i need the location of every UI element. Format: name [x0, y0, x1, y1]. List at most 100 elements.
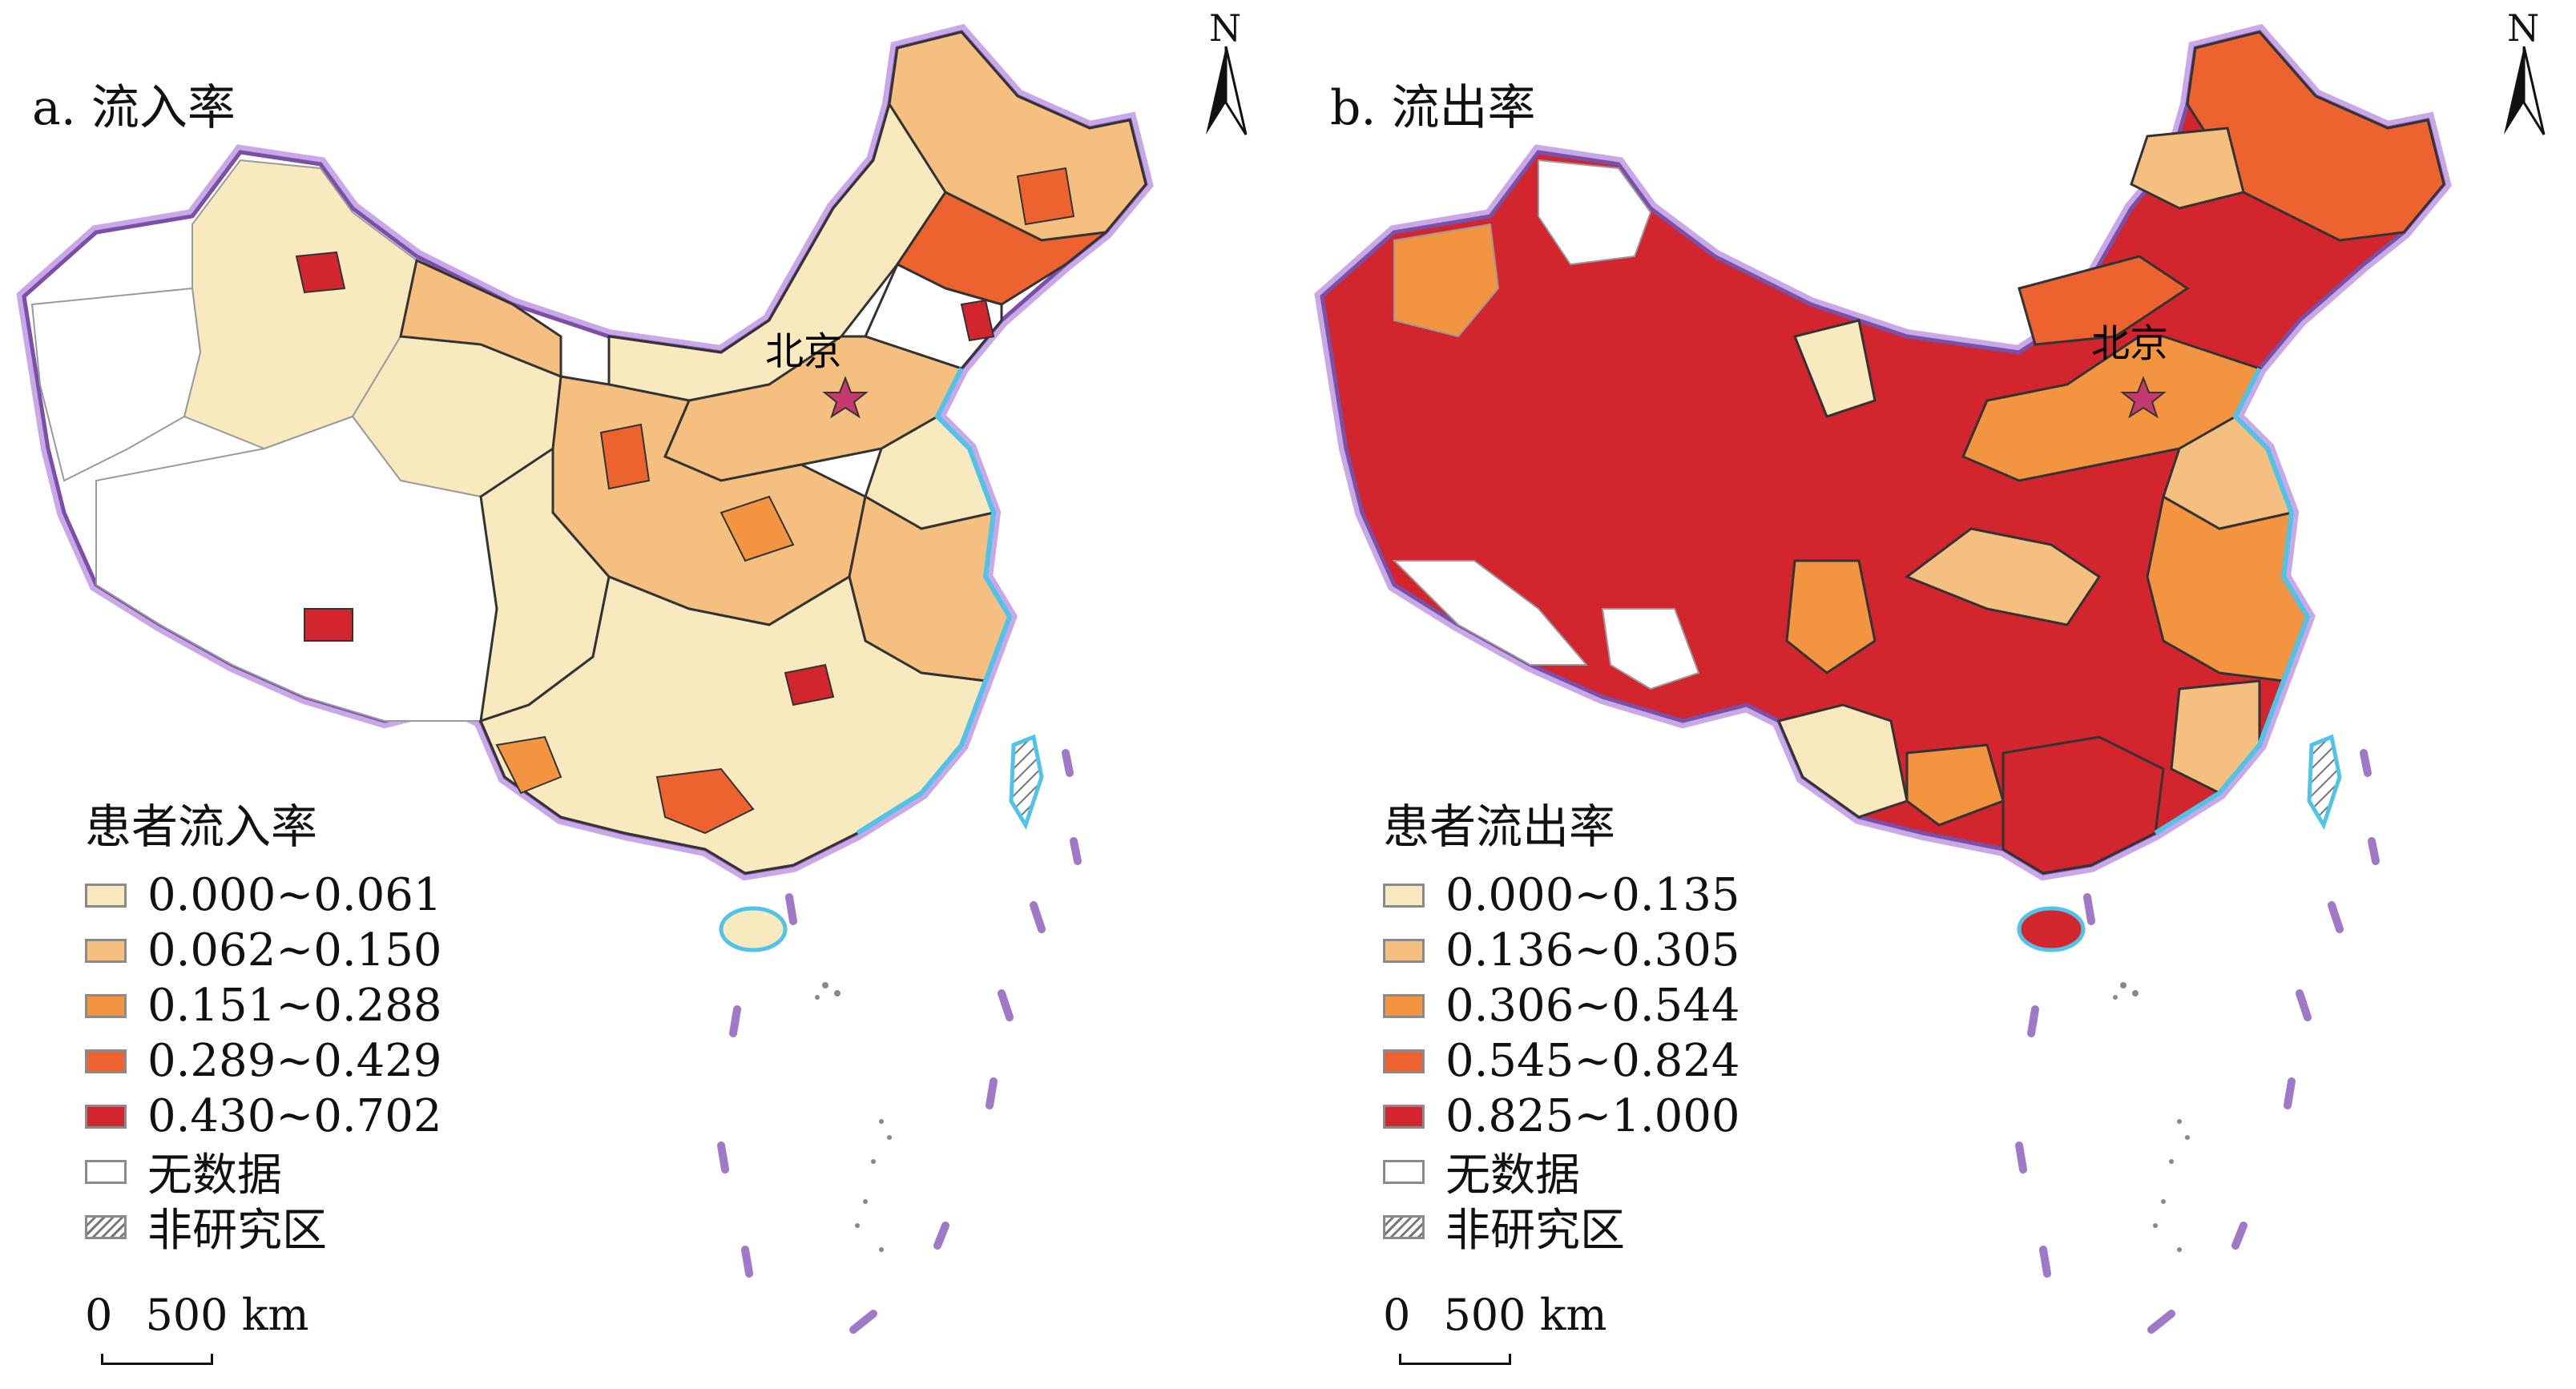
north-label: N — [2507, 6, 2540, 50]
region-central-mixed — [1904, 527, 2102, 626]
legend-item: 0.062~0.150 — [85, 923, 442, 978]
legend-swatch — [85, 1104, 127, 1129]
region-fujian — [2170, 679, 2261, 795]
region-guangxi — [1905, 743, 2005, 827]
panel-outflow-rate: 北京 b. 流出率 N 患者流出率 0.000~0.135 0.136~0.30… — [1298, 0, 2576, 1389]
hotspot-wuhan — [784, 663, 835, 707]
legend-swatch — [85, 1049, 127, 1073]
legend-item: 0.306~0.544 — [1383, 978, 1740, 1033]
south-china-sea-boundary — [717, 749, 1082, 1334]
region-xinjiang-west — [1393, 223, 1500, 338]
legend-item: 0.000~0.135 — [1383, 868, 1740, 923]
legend-label: 0.000~0.061 — [147, 869, 442, 921]
north-arrow-icon — [1206, 46, 1248, 135]
hainan-island — [719, 906, 788, 952]
north-arrow: N — [2488, 6, 2560, 143]
legend-label: 非研究区 — [1445, 1205, 1625, 1257]
taiwan-island — [2307, 734, 2342, 830]
legend-item: 0.430~0.702 — [85, 1089, 442, 1144]
region-hlj-north — [2130, 127, 2245, 210]
region-sichuan-orange — [1785, 559, 1877, 674]
legend-swatch — [1383, 1104, 1425, 1129]
legend-item: 0.000~0.061 — [85, 868, 442, 923]
region-guangdong — [2002, 735, 2165, 875]
legend-item: 非研究区 — [85, 1199, 442, 1257]
panel-title: b. 流出率 — [1330, 80, 1536, 136]
legend: 患者流出率 0.000~0.135 0.136~0.305 0.306~0.54… — [1383, 789, 1740, 1257]
taiwan-island — [1009, 734, 1044, 830]
legend-swatch — [1383, 1049, 1425, 1073]
scale-distance: 500 km — [145, 1290, 309, 1340]
north-label: N — [1209, 6, 1242, 50]
legend-item: 0.289~0.429 — [85, 1033, 442, 1089]
legend-swatch — [85, 1214, 127, 1239]
coastline — [2154, 367, 2311, 835]
legend-title: 患者流出率 — [1383, 799, 1616, 854]
legend-item: 无数据 — [1383, 1144, 1740, 1202]
legend-label: 非研究区 — [147, 1205, 327, 1257]
north-arrow: N — [1190, 6, 1262, 143]
hotspot-shenyang — [960, 299, 995, 342]
legend-swatch — [1383, 1214, 1425, 1239]
panel-title: a. 流入率 — [32, 80, 236, 136]
hotspot-xinjiang — [295, 251, 346, 294]
coastline — [856, 367, 1013, 835]
region-inner-mongolia-east — [2018, 255, 2190, 346]
legend-swatch — [1383, 883, 1425, 908]
legend-label: 0.136~0.305 — [1445, 924, 1740, 976]
legend-label: 0.289~0.429 — [147, 1035, 442, 1087]
hotspot-harbin — [1016, 167, 1075, 226]
region-tibet-hotspot — [304, 608, 353, 642]
scale-zero: 0 — [85, 1290, 113, 1340]
legend-title: 患者流入率 — [85, 799, 318, 854]
legend-label: 0.062~0.150 — [147, 924, 442, 976]
legend-label: 0.000~0.135 — [1445, 869, 1740, 921]
legend-item: 0.151~0.288 — [85, 978, 442, 1033]
scs-islands — [815, 982, 892, 1252]
region-heilongjiang — [2186, 30, 2445, 242]
beijing-label: 北京 — [2091, 321, 2168, 366]
scale-bar: 0 500 km — [1383, 1290, 1607, 1365]
hainan-island — [2017, 906, 2086, 952]
legend-swatch — [1383, 938, 1425, 963]
legend-label: 0.430~0.702 — [147, 1090, 442, 1142]
scs-islands — [2113, 982, 2190, 1252]
legend-swatch — [1383, 1159, 1425, 1184]
scale-line — [101, 1354, 213, 1365]
beijing-star — [2120, 376, 2167, 419]
region-tibet-nodata-2 — [1601, 608, 1700, 690]
hotspot-henan — [720, 495, 795, 562]
legend-label: 0.151~0.288 — [147, 980, 442, 1032]
north-arrow-icon — [2504, 46, 2546, 135]
legend-label: 0.825~1.000 — [1445, 1090, 1740, 1142]
scale-bar: 0 500 km — [85, 1290, 309, 1365]
legend-label: 0.545~0.824 — [1445, 1035, 1740, 1087]
region-north-nodata — [1538, 159, 1652, 266]
legend-item: 非研究区 — [1383, 1199, 1740, 1257]
china-map-inflow: 北京 — [16, 23, 1154, 1334]
legend: 患者流入率 0.000~0.061 0.062~0.150 0.151~0.28… — [85, 789, 442, 1257]
legend-item: 0.545~0.824 — [1383, 1033, 1740, 1089]
scale-zero: 0 — [1383, 1290, 1411, 1340]
south-china-sea-boundary — [2015, 749, 2380, 1334]
hotspot-guangxi — [495, 735, 562, 795]
legend-item: 0.825~1.000 — [1383, 1089, 1740, 1144]
china-map-outflow: 北京 — [1314, 23, 2452, 1334]
legend-swatch — [85, 1159, 127, 1184]
region-yunnan — [1776, 703, 1909, 819]
legend-label: 0.306~0.544 — [1445, 980, 1740, 1032]
region-tibet-nodata — [1392, 560, 1589, 666]
beijing-label: 北京 — [765, 329, 842, 374]
scale-line — [1399, 1354, 1511, 1365]
scale-distance: 500 km — [1443, 1290, 1607, 1340]
legend-swatch — [1383, 993, 1425, 1018]
legend-item: 0.136~0.305 — [1383, 923, 1740, 978]
region-gansu-light — [1792, 319, 1877, 418]
legend-label: 无数据 — [147, 1149, 282, 1202]
legend-swatch — [85, 883, 127, 908]
legend-swatch — [85, 993, 127, 1018]
panel-inflow-rate: 北京 a. 流入率 N 患者流入率 0.000~0.061 0.062~0.15… — [16, 6, 1262, 1365]
region-west-nodata — [30, 287, 202, 482]
legend-swatch — [85, 938, 127, 963]
legend-item: 无数据 — [85, 1144, 442, 1202]
